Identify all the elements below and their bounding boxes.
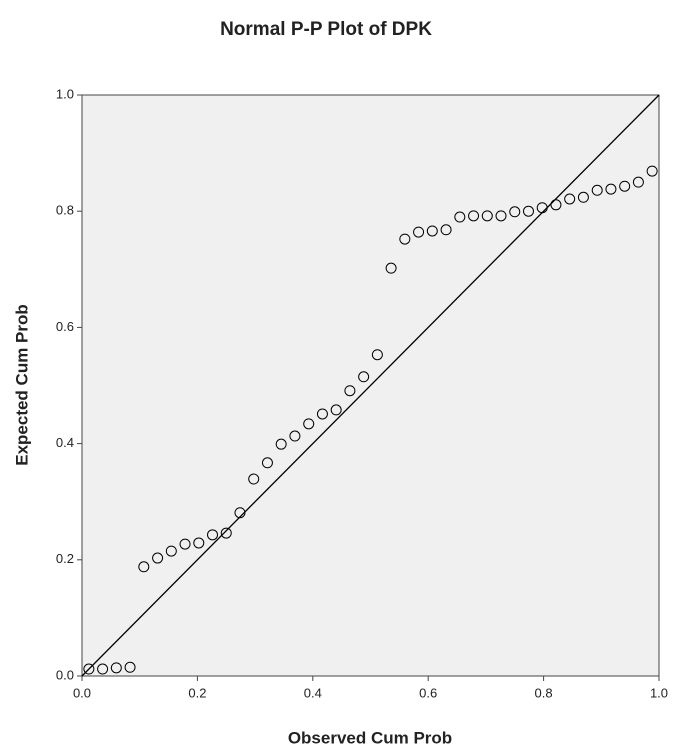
x-tick-label: 0.6	[419, 685, 437, 700]
y-tick-label: 0.0	[56, 667, 74, 682]
x-tick-label: 0.2	[188, 685, 206, 700]
x-axis-title: Observed Cum Prob	[288, 728, 452, 747]
y-tick-label: 1.0	[56, 86, 74, 101]
chart: Normal P-P Plot of DPK Observed Cum Prob…	[0, 0, 675, 751]
x-tick-label: 0.8	[535, 685, 553, 700]
y-tick-label: 0.6	[56, 319, 74, 334]
y-tick-label: 0.2	[56, 551, 74, 566]
x-tick-label: 0.4	[304, 685, 322, 700]
y-tick-label: 0.4	[56, 435, 74, 450]
y-axis-title: Expected Cum Prob	[12, 304, 31, 466]
x-tick-label: 0.0	[73, 685, 91, 700]
x-tick-label: 1.0	[650, 685, 668, 700]
y-tick-label: 0.8	[56, 203, 74, 218]
chart-title: Normal P-P Plot of DPK	[220, 19, 432, 40]
